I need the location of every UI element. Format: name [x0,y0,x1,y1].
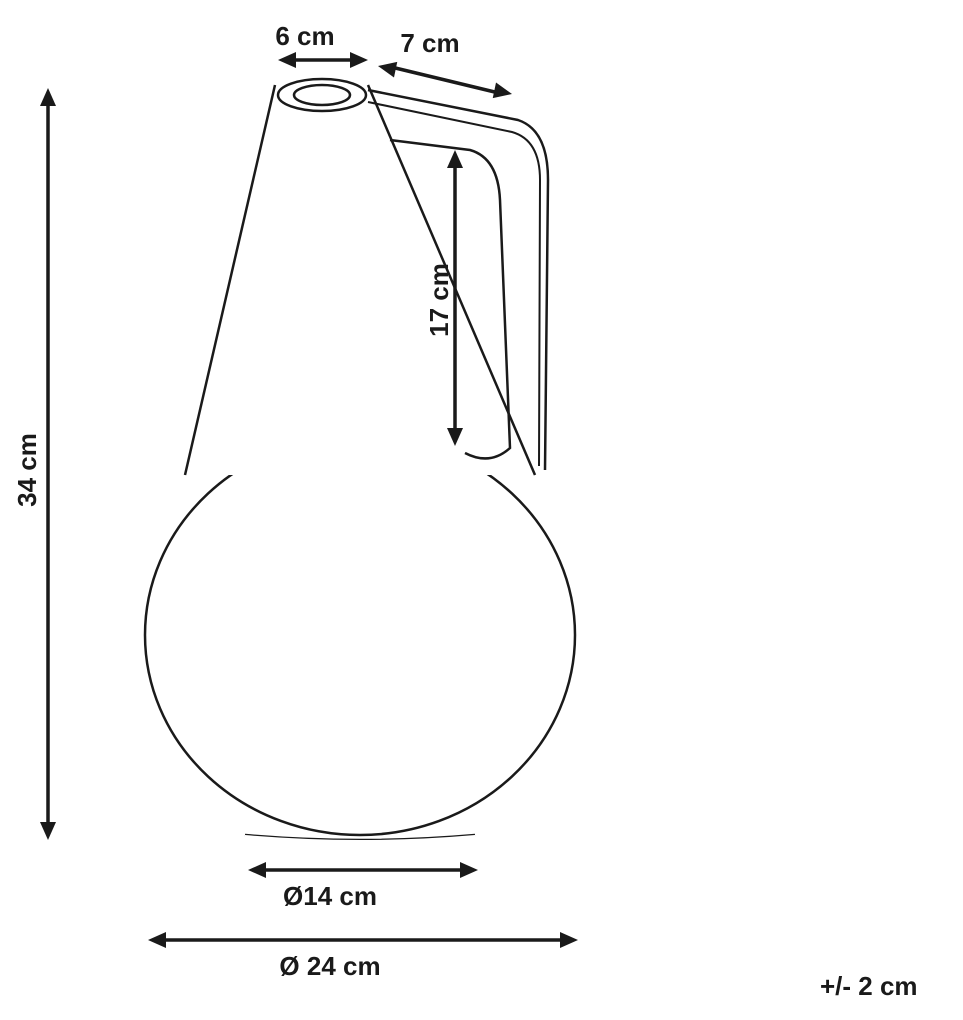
dim-handle-reach-label: 7 cm [400,28,459,58]
dim-base-diameter-label: Ø14 cm [283,881,377,911]
dim-height-label: 34 cm [12,433,42,507]
dimension-diagram: 34 cm 6 cm 7 cm 17 cm Ø14 cm Ø 24 cm +/- 2 cm [0,0,963,1020]
dim-handle-height-label: 17 cm [424,263,454,337]
dim-neck-width-label: 6 cm [275,21,334,51]
tolerance-note: +/- 2 cm [820,971,918,1001]
dim-full-diameter-label: Ø 24 cm [279,951,380,981]
